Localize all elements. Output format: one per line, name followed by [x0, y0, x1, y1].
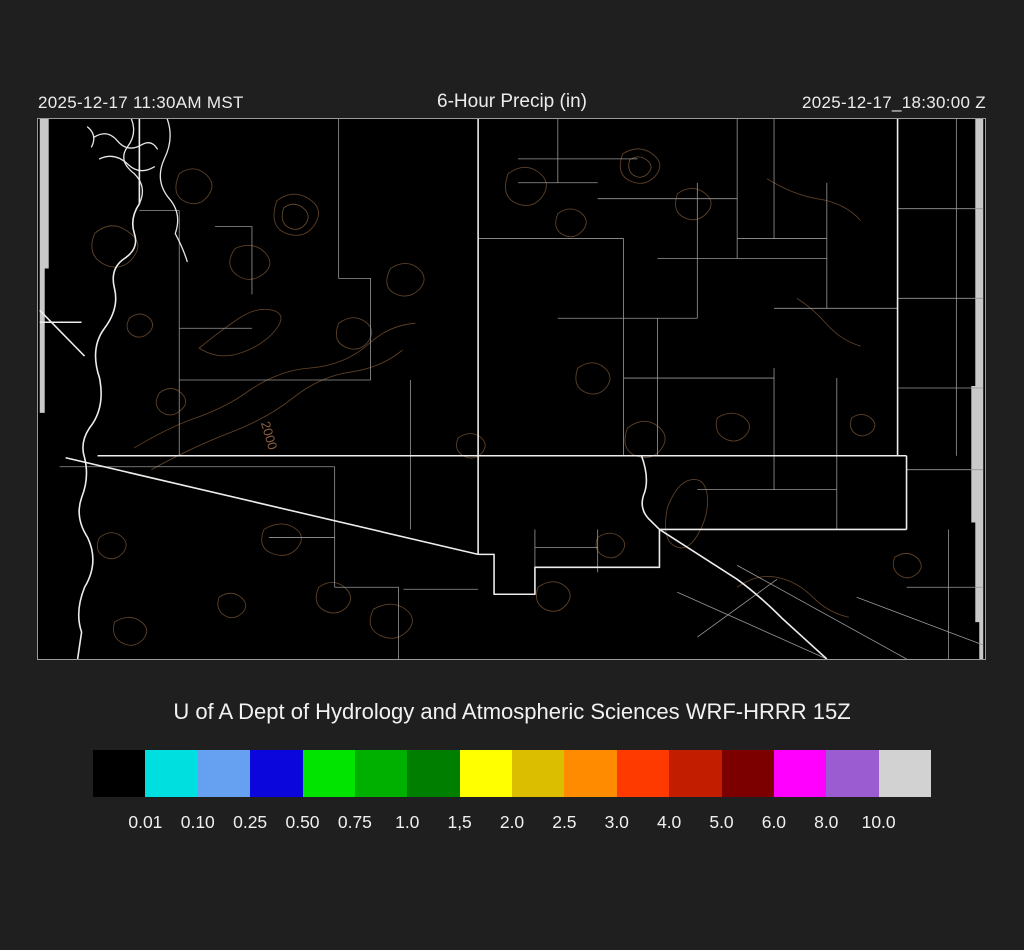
page-title: 6-Hour Precip (in) [437, 91, 587, 112]
colorbar-segment [721, 750, 774, 797]
colorbar-segment [773, 750, 827, 797]
colorbar-segment [407, 750, 460, 797]
colorbar-tick-label: 3.0 [604, 812, 629, 832]
county-boundaries [59, 119, 984, 659]
init-timestamp-local: 2025-12-17 11:30AM MST [38, 93, 244, 112]
colorbar-tick-label: 0.01 [128, 812, 163, 832]
colorbar-segment [512, 750, 565, 797]
domain-edge-left [39, 119, 49, 413]
colorbar-segment [878, 750, 931, 797]
colorbar-tick-label: 4.0 [656, 812, 682, 832]
colorbar-tick-label: 1.0 [395, 812, 420, 832]
precip-map: 2000 [37, 118, 986, 660]
colorbar [93, 750, 931, 797]
state-boundaries [39, 119, 908, 659]
colorbar-segment [197, 750, 251, 797]
colorbar-segment [616, 750, 670, 797]
colorbar-tick-label: 2.5 [552, 812, 577, 832]
river-lines [86, 119, 188, 263]
colorbar-segment [145, 750, 198, 797]
colorbar-tick-label: 8.0 [814, 812, 839, 832]
colorbar-tick-label: 0.10 [180, 812, 215, 832]
credit-line: U of A Dept of Hydrology and Atmospheric… [173, 699, 851, 724]
terrain-contours: 2000 [91, 148, 922, 646]
colorbar-tick-label: 0.50 [285, 812, 320, 832]
colorbar-tick-label: 10.0 [861, 812, 896, 832]
colorbar-tick-label: 0.25 [233, 812, 268, 832]
valid-timestamp-utc: 2025-12-17_18:30:00 Z [802, 93, 986, 112]
colorbar-tick-label: 2.0 [499, 812, 525, 832]
colorbar-tick-label: 1,5 [447, 812, 472, 832]
colorbar-tick-label: 6.0 [761, 812, 787, 832]
colorbar-segment [564, 750, 617, 797]
colorbar-segment [459, 750, 512, 797]
colorbar-segment [826, 750, 879, 797]
colorbar-segment [302, 750, 355, 797]
domain-edge-right [971, 119, 984, 659]
map-canvas: 2000 [39, 119, 984, 659]
colorbar-ticks: 0.01 0.10 0.25 0.50 0.75 1.0 1,5 2.0 2.5 3.0 4.0 5.… [93, 812, 931, 836]
colorbar-tick-label: 5.0 [709, 812, 734, 832]
colorbar-segment [93, 750, 146, 797]
colorbar-segment [669, 750, 722, 797]
colorbar-segment [250, 750, 303, 797]
colorbar-tick-label: 0.75 [337, 812, 372, 832]
elevation-contour-label: 2000 [258, 420, 280, 452]
colorbar-segment [354, 750, 408, 797]
